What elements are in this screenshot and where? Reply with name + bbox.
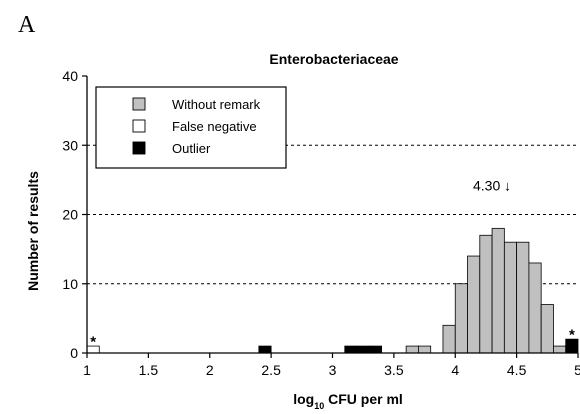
x-tick-label-1.5: 1.5 xyxy=(139,362,159,378)
bar-without-remark xyxy=(528,262,542,354)
chart-title: Enterobacteriaceae xyxy=(269,51,398,67)
x-axis-label-main: log xyxy=(293,391,314,407)
bar-without-remark xyxy=(479,234,493,354)
x-tick-label-3: 3 xyxy=(329,362,337,378)
x-tick-label-1: 1 xyxy=(83,362,91,378)
legend-label-outlier: Outlier xyxy=(172,141,211,156)
bar-outlier xyxy=(368,345,383,354)
legend-label-false-negative: False negative xyxy=(172,119,257,134)
bar-without-remark xyxy=(405,345,419,354)
x-tick-label-5: 5 xyxy=(574,362,580,378)
x-axis-label-rest: CFU per ml xyxy=(324,391,403,407)
x-tick-label-2.5: 2.5 xyxy=(261,362,281,378)
y-tick-label-0: 0 xyxy=(70,345,78,361)
bar-outlier xyxy=(258,345,272,354)
y-tick-label-40: 40 xyxy=(62,68,78,84)
x-axis-label-sub: 10 xyxy=(314,401,324,411)
asterisk-annotation: * xyxy=(569,327,575,344)
legend: Without remark False negative Outlier xyxy=(95,86,287,169)
x-tick-label-4.5: 4.5 xyxy=(507,362,527,378)
x-axis-label: log10 CFU per ml xyxy=(293,391,403,411)
bars-group xyxy=(86,227,579,354)
asterisk-annotation: * xyxy=(90,334,96,351)
bar-without-remark xyxy=(540,304,554,354)
legend-swatch-without-remark xyxy=(132,97,146,111)
bar-without-remark xyxy=(454,283,468,354)
bar-without-remark xyxy=(442,324,456,354)
x-tick-label-3.5: 3.5 xyxy=(384,362,404,378)
y-axis-label: Number of results xyxy=(25,171,41,291)
bar-without-remark xyxy=(467,255,481,354)
legend-box xyxy=(95,86,287,169)
y-tick-label-10: 10 xyxy=(62,276,78,292)
bar-without-remark xyxy=(503,241,518,354)
x-tick-label-4: 4 xyxy=(451,362,459,378)
y-tick-label-30: 30 xyxy=(62,137,78,153)
bar-without-remark xyxy=(516,241,530,354)
bar-outlier xyxy=(356,345,370,354)
x-tick-label-2: 2 xyxy=(206,362,214,378)
bar-without-remark xyxy=(491,227,505,354)
legend-swatch-outlier xyxy=(132,141,146,155)
bar-outlier xyxy=(344,345,358,354)
panel-letter: A xyxy=(18,12,36,38)
ticks-group: 0 10 20 30 40 1 1.5 2 2.5 3 3.5 4 4.5 5 xyxy=(62,68,580,378)
bar-without-remark xyxy=(553,345,567,354)
bar-without-remark xyxy=(418,345,432,354)
legend-label-without-remark: Without remark xyxy=(172,97,261,112)
y-tick-label-20: 20 xyxy=(62,207,78,223)
legend-swatch-false-negative xyxy=(132,119,146,133)
median-annotation: 4.30 ↓ xyxy=(473,177,511,193)
annotations-group: 4.30 ↓ * * xyxy=(90,177,575,350)
